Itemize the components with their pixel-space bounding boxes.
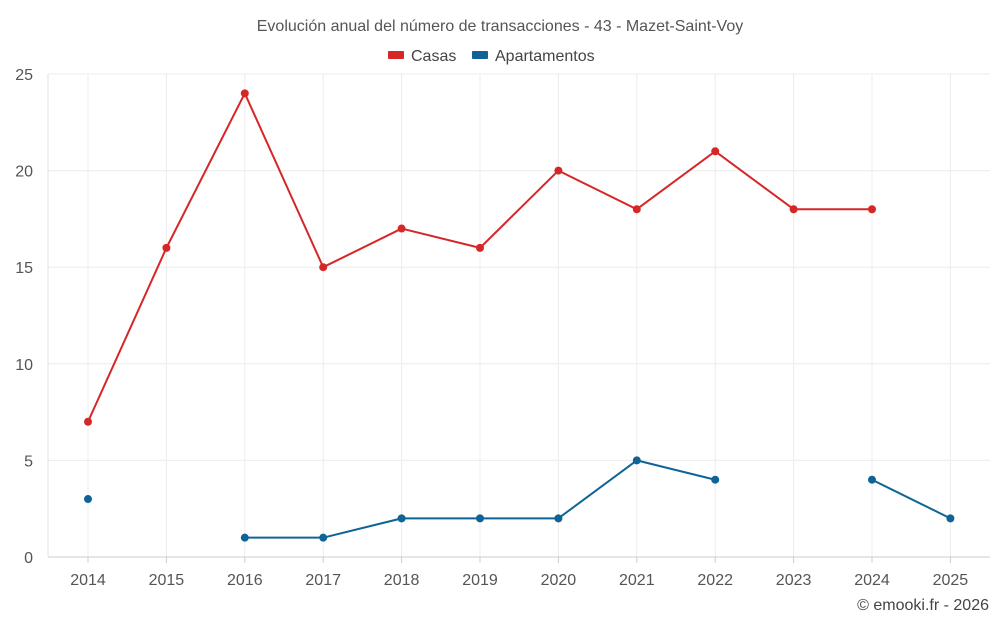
grid [48, 73, 990, 557]
x-tick-label: 2020 [541, 572, 577, 589]
data-point-casas [397, 224, 406, 233]
legend-label-casas: Casas [411, 48, 456, 65]
credit-text: © emooki.fr - 2026 [857, 597, 989, 614]
legend-label-apartamentos: Apartamentos [495, 48, 595, 65]
x-tick-label: 2019 [462, 572, 498, 589]
x-tick-label: 2021 [619, 572, 655, 589]
data-point-apartamentos [554, 514, 563, 523]
data-point-casas [240, 89, 249, 98]
y-tick-label: 20 [15, 164, 33, 181]
y-tick-label: 10 [15, 357, 33, 374]
x-tick-label: 2024 [854, 572, 890, 589]
x-tick-label: 2025 [933, 572, 969, 589]
data-point-casas [476, 243, 484, 252]
data-point-casas [162, 243, 171, 252]
data-point-casas [84, 417, 92, 426]
x-tick-label: 2014 [70, 572, 106, 589]
data-point-casas [868, 205, 876, 214]
data-point-casas [711, 147, 720, 156]
data-point-casas [632, 205, 641, 214]
data-point-apartamentos [240, 533, 249, 542]
x-tick-label: 2018 [384, 572, 420, 589]
data-point-apartamentos [397, 514, 406, 523]
data-point-apartamentos [476, 514, 484, 523]
y-tick-label: 5 [24, 453, 33, 470]
x-tick-label: 2016 [227, 572, 263, 589]
y-tick-label: 15 [15, 260, 33, 277]
x-tick-label: 2015 [149, 572, 185, 589]
data-point-casas [554, 166, 563, 175]
data-point-casas [319, 263, 328, 272]
x-tick-label: 2022 [697, 572, 733, 589]
data-point-apartamentos [84, 495, 92, 504]
series-casas [84, 89, 876, 426]
legend-swatch-apartamentos [472, 51, 488, 59]
data-point-casas [789, 205, 798, 214]
data-point-apartamentos [868, 475, 876, 484]
data-point-apartamentos [711, 475, 720, 484]
legend: Casas Apartamentos [388, 48, 595, 65]
series-layer [84, 89, 955, 542]
series-apartamentos [84, 456, 955, 542]
x-tick-label: 2023 [776, 572, 812, 589]
data-point-apartamentos [319, 533, 328, 542]
data-point-apartamentos [946, 514, 955, 523]
series-line-apartamentos [871, 478, 951, 520]
x-tick-label: 2017 [305, 572, 341, 589]
y-tick-label: 0 [24, 550, 33, 567]
legend-swatch-casas [388, 51, 404, 59]
chart-title: Evolución anual del número de transaccio… [257, 18, 743, 35]
y-tick-label: 25 [15, 67, 33, 84]
data-point-apartamentos [632, 456, 641, 465]
